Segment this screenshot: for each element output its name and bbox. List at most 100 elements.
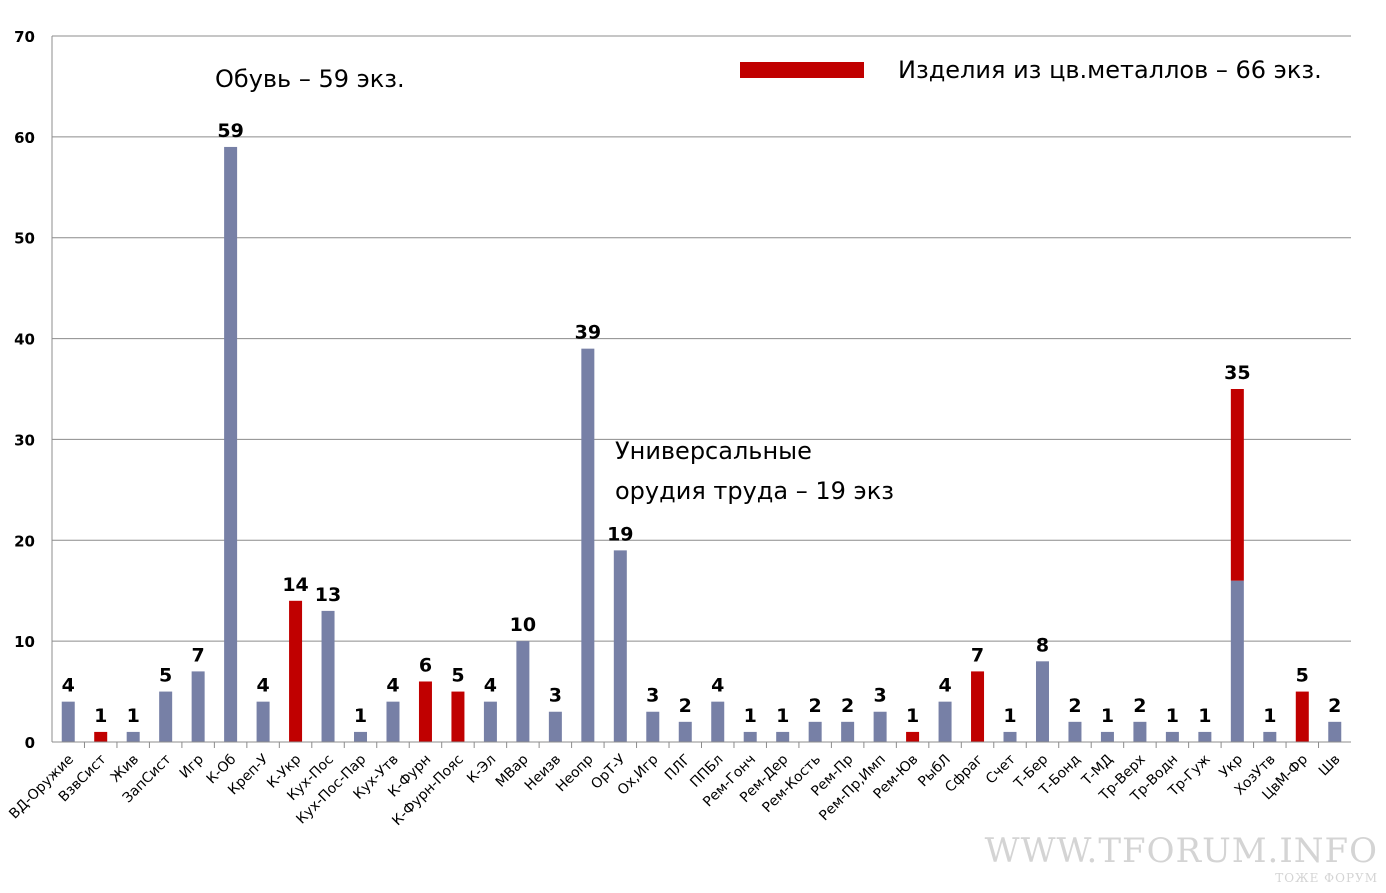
data-label: 2 — [1133, 695, 1146, 717]
x-tick-label: Неопр — [553, 751, 597, 795]
bar-other-20 — [711, 701, 725, 742]
bar-other-18 — [646, 711, 660, 742]
y-tick-label: 50 — [14, 230, 35, 248]
data-label: 1 — [127, 705, 140, 727]
data-label: 3 — [873, 685, 886, 707]
x-tick-label: Шв — [1316, 752, 1344, 780]
data-label: 4 — [711, 675, 724, 697]
bar-other-21 — [743, 731, 757, 742]
bar-other-6 — [256, 701, 270, 742]
data-label: 2 — [679, 695, 692, 717]
bar-other-30 — [1035, 661, 1049, 742]
bar-other-14 — [516, 641, 530, 742]
annotation-universal-tools-line1: Универсальные — [615, 437, 812, 465]
data-label: 4 — [938, 675, 951, 697]
y-tick-label: 60 — [14, 129, 35, 147]
data-label: 19 — [607, 523, 633, 545]
bar-nonferrous-38 — [1295, 691, 1309, 742]
bar-other-23 — [808, 721, 822, 742]
data-label: 2 — [1328, 695, 1341, 717]
bar-nonferrous-28 — [971, 671, 985, 742]
data-label: 5 — [1296, 665, 1309, 687]
watermark-url: WWW.TFORUM.INFO — [984, 831, 1378, 871]
data-label: 35 — [1224, 362, 1250, 384]
data-label: 4 — [484, 675, 497, 697]
bar-other-8 — [321, 610, 335, 742]
y-tick-label: 70 — [14, 28, 35, 46]
watermark-tagline: ТОЖЕ ФОРУМ — [1275, 871, 1378, 885]
legend-label-nonferrous: Изделия из цв.металлов – 66 экз. — [898, 56, 1322, 84]
watermark: WWW.TFORUM.INFO ТОЖЕ ФОРУМ — [985, 831, 1378, 885]
bar-nonferrous-7 — [289, 600, 303, 742]
y-tick-label: 0 — [25, 734, 35, 752]
y-tick-label: 30 — [14, 431, 35, 449]
bar-nonferrous-11 — [418, 681, 432, 742]
bar-other-34 — [1165, 731, 1179, 742]
bar-other-0 — [61, 701, 75, 742]
data-label: 1 — [1198, 705, 1211, 727]
bar-other-19 — [678, 721, 692, 742]
data-label: 39 — [575, 322, 601, 344]
data-label: 7 — [192, 644, 205, 666]
data-label: 4 — [62, 675, 75, 697]
data-label: 1 — [744, 705, 757, 727]
bar-other-3 — [159, 691, 173, 742]
data-label: 5 — [451, 665, 464, 687]
bar-other-39 — [1328, 721, 1342, 742]
gridlines — [52, 35, 1351, 743]
bar-other-16 — [581, 348, 595, 742]
bar-nonferrous-26 — [906, 731, 920, 742]
bar-other-29 — [1003, 731, 1017, 742]
data-label: 4 — [256, 675, 269, 697]
data-label: 3 — [646, 685, 659, 707]
bar-other-35 — [1198, 731, 1212, 742]
data-label: 1 — [1166, 705, 1179, 727]
bar-other-17 — [613, 550, 627, 742]
data-label: 1 — [354, 705, 367, 727]
data-label: 8 — [1036, 634, 1049, 656]
data-label: 4 — [386, 675, 399, 697]
bar-other-32 — [1100, 731, 1114, 742]
data-label: 1 — [1101, 705, 1114, 727]
bar-other-31 — [1068, 721, 1082, 742]
data-label: 13 — [315, 584, 341, 606]
bar-other-13 — [483, 701, 497, 742]
data-label: 1 — [1003, 705, 1016, 727]
legend-swatch-nonferrous — [740, 62, 864, 78]
bar-other-9 — [354, 731, 368, 742]
bar-other-2 — [126, 731, 140, 742]
bar-other-33 — [1133, 721, 1147, 742]
data-label: 1 — [1263, 705, 1276, 727]
bar-nonferrous-1 — [94, 731, 108, 742]
x-tick-label: Игр — [177, 751, 207, 781]
data-label: 7 — [971, 644, 984, 666]
annotation-footwear: Обувь – 59 экз. — [215, 65, 405, 93]
bar-nonferrous-36 — [1230, 389, 1244, 581]
data-label: 2 — [841, 695, 854, 717]
bar-other-15 — [548, 711, 562, 742]
bars — [61, 146, 1342, 742]
data-label: 6 — [419, 654, 432, 676]
data-label: 14 — [282, 574, 308, 596]
y-tick-label: 10 — [14, 633, 35, 651]
bar-other-10 — [386, 701, 400, 742]
bar-other-36 — [1230, 580, 1244, 742]
data-label: 1 — [906, 705, 919, 727]
data-label: 1 — [776, 705, 789, 727]
bar-other-37 — [1263, 731, 1277, 742]
bar-other-24 — [841, 721, 855, 742]
y-axis: 0 10 20 30 40 50 60 70 — [14, 28, 53, 752]
bar-other-4 — [191, 671, 205, 742]
annotation-universal-tools-line2: орудия труда – 19 экз — [615, 477, 894, 505]
bar-other-27 — [938, 701, 952, 742]
legend: Изделия из цв.металлов – 66 экз. — [740, 52, 1322, 88]
bar-other-5 — [224, 146, 238, 742]
bar-nonferrous-12 — [451, 691, 465, 742]
y-tick-label: 20 — [14, 532, 35, 550]
data-label: 2 — [1068, 695, 1081, 717]
data-label: 5 — [159, 665, 172, 687]
bar-other-22 — [776, 731, 790, 742]
